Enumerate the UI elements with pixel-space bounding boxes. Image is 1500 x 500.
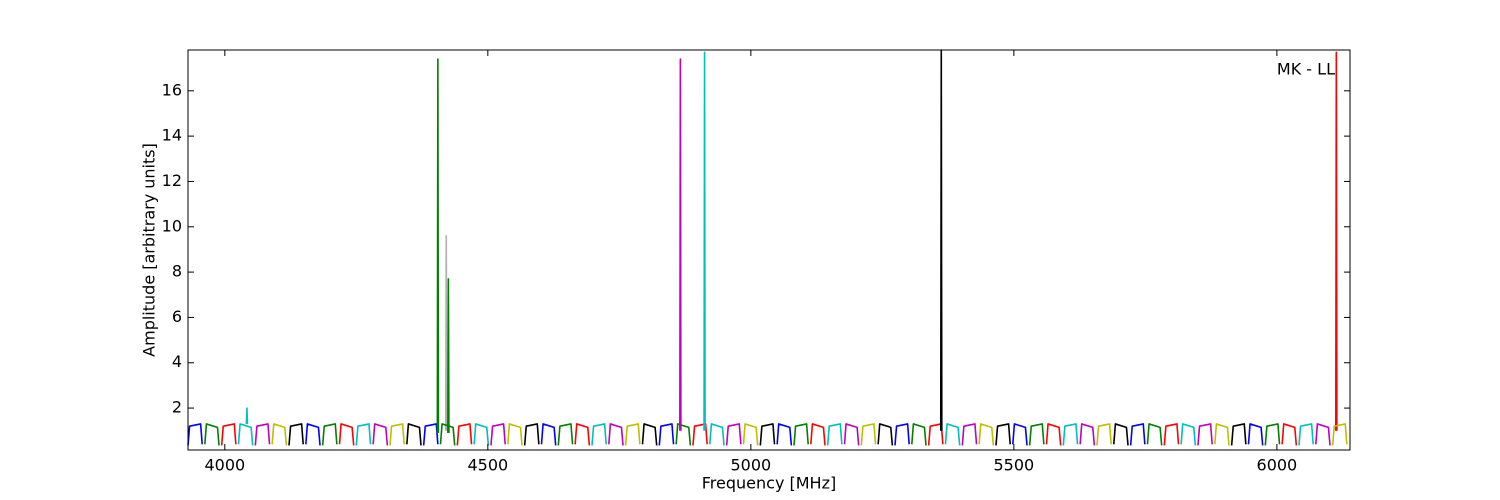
y-tick-label: 8 — [172, 262, 182, 281]
spectrum-line — [271, 423, 1348, 446]
x-axis-label: Frequency [MHz] — [702, 474, 836, 493]
x-tick-label: 5000 — [730, 456, 771, 475]
spectrum-line — [254, 58, 1331, 446]
x-tick-label: 5500 — [994, 456, 1035, 475]
y-tick-label: 14 — [162, 126, 182, 145]
annotation: MK - LL — [1277, 60, 1335, 79]
spectrum-line — [204, 58, 1281, 446]
spectrum-line — [220, 51, 1338, 446]
x-tick-label: 6000 — [1257, 456, 1298, 475]
y-tick-label: 16 — [162, 80, 182, 99]
y-tick-label: 2 — [172, 398, 182, 417]
y-tick-label: 10 — [162, 216, 182, 235]
y-tick-label: 6 — [172, 307, 182, 326]
spectrum-line — [187, 423, 1264, 446]
y-axis-label: Amplitude [arbitrary units] — [140, 143, 159, 357]
plot-frame — [187, 49, 1351, 451]
x-tick-label: 4000 — [204, 456, 245, 475]
spectrum-line — [237, 51, 1314, 446]
spectrum-line — [288, 49, 1247, 446]
spectrum-line — [444, 235, 448, 431]
x-tick-label: 4500 — [467, 456, 508, 475]
y-tick-label: 12 — [162, 171, 182, 190]
y-tick-label: 4 — [172, 352, 182, 371]
